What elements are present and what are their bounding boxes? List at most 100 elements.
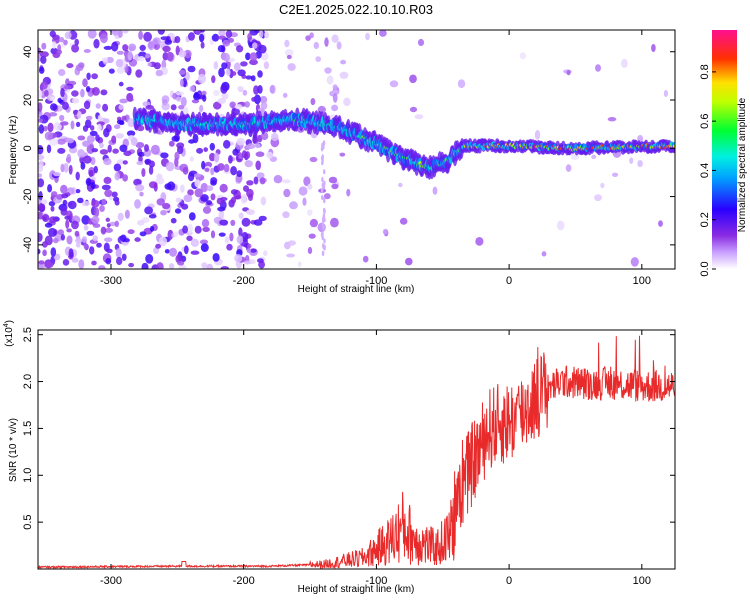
noise-speckle <box>66 228 72 233</box>
noise-speckle <box>310 98 316 106</box>
noise-speckle <box>114 220 120 227</box>
noise-speckle <box>93 165 99 174</box>
noise-speckle <box>62 259 70 266</box>
noise-speckle <box>309 218 318 228</box>
noise-speckle <box>106 223 111 228</box>
noise-speckle <box>114 124 121 130</box>
noise-speckle <box>223 139 231 149</box>
noise-speckle <box>38 89 43 99</box>
noise-speckle <box>600 182 605 189</box>
noise-speckle <box>286 54 292 60</box>
noise-speckle <box>251 97 256 102</box>
colorbar: 0.0 0.2 0.4 0.6 0.8 Normalized spectral ampl… <box>699 30 748 277</box>
noise-speckle <box>230 219 236 226</box>
noise-speckle <box>137 151 146 157</box>
noise-speckle <box>128 43 137 51</box>
noise-speckle <box>49 30 56 38</box>
noise-speckle <box>189 156 194 162</box>
noise-speckle <box>98 265 106 269</box>
noise-speckle <box>38 173 43 178</box>
noise-speckle <box>409 74 417 84</box>
spectrogram-x-ticks: -300 -200 -100 0 100 <box>100 30 651 287</box>
noise-speckle <box>326 75 334 85</box>
noise-speckle <box>187 189 194 196</box>
noise-speckle <box>331 89 340 96</box>
noise-speckle <box>141 262 149 269</box>
noise-speckle <box>243 260 251 265</box>
noise-speckle <box>77 111 82 119</box>
noise-speckle <box>68 200 77 210</box>
noise-speckle <box>258 260 265 269</box>
noise-speckle <box>211 75 216 84</box>
noise-speckle <box>75 121 81 128</box>
noise-speckle <box>183 49 192 59</box>
noise-speckle <box>180 184 185 193</box>
noise-speckle <box>38 145 44 155</box>
noise-speckle <box>118 104 124 110</box>
noise-speckle <box>211 33 220 42</box>
noise-speckle <box>218 67 225 78</box>
noise-speckle <box>236 45 244 53</box>
spectrogram-heatmap <box>38 30 675 269</box>
noise-speckle <box>168 263 175 269</box>
colorbar-gradient <box>712 30 737 269</box>
noise-speckle <box>38 248 41 255</box>
noise-speckle <box>213 89 220 97</box>
noise-speckle <box>243 185 249 192</box>
noise-speckle <box>238 227 243 238</box>
noise-speckle <box>200 239 208 245</box>
noise-speckle <box>621 58 628 68</box>
noise-speckle <box>630 257 639 267</box>
noise-speckle <box>149 225 155 232</box>
colorbar-label: Normalized spectral amplitude <box>737 97 748 232</box>
noise-speckle <box>177 261 185 266</box>
noise-speckle <box>194 179 201 188</box>
noise-speckle <box>255 160 261 171</box>
noise-speckle <box>379 30 387 37</box>
noise-speckle <box>175 197 182 203</box>
noise-speckle <box>53 172 61 177</box>
noise-speckle <box>86 135 95 143</box>
noise-speckle <box>308 233 316 239</box>
noise-speckle <box>206 263 214 269</box>
y-tick-label: -20 <box>22 189 34 205</box>
noise-speckle <box>332 93 338 103</box>
noise-speckle <box>323 169 326 175</box>
noise-speckle <box>194 173 201 178</box>
noise-speckle <box>47 227 57 237</box>
noise-speckle <box>321 142 324 148</box>
noise-speckle <box>47 184 53 193</box>
noise-speckle <box>331 34 339 43</box>
noise-speckle <box>40 81 48 90</box>
noise-speckle <box>147 62 152 67</box>
noise-speckle <box>82 78 88 88</box>
noise-speckle <box>287 63 296 71</box>
noise-speckle <box>289 201 298 210</box>
noise-speckle <box>217 163 225 171</box>
noise-speckle <box>175 254 182 264</box>
noise-speckle <box>92 223 101 228</box>
noise-speckle <box>178 105 185 110</box>
noise-speckle <box>212 253 220 262</box>
y-tick-label: 1.5 <box>22 421 34 436</box>
noise-speckle <box>144 206 154 215</box>
noise-speckle <box>591 154 597 160</box>
noise-speckle <box>104 237 113 242</box>
noise-speckle <box>85 177 92 186</box>
noise-speckle <box>323 193 331 200</box>
noise-speckle <box>199 33 205 43</box>
noise-speckle <box>250 248 257 253</box>
noise-speckle <box>99 33 108 44</box>
noise-speckle <box>246 143 256 150</box>
noise-speckle <box>114 171 120 181</box>
noise-speckle <box>263 61 270 70</box>
noise-speckle <box>38 102 43 112</box>
noise-speckle <box>224 236 230 244</box>
noise-speckle <box>50 103 58 111</box>
noise-speckle <box>258 44 267 54</box>
noise-speckle <box>38 66 45 74</box>
noise-speckle <box>362 255 369 263</box>
noise-speckle <box>200 194 209 202</box>
noise-speckle <box>189 85 196 92</box>
noise-speckle <box>227 37 234 43</box>
